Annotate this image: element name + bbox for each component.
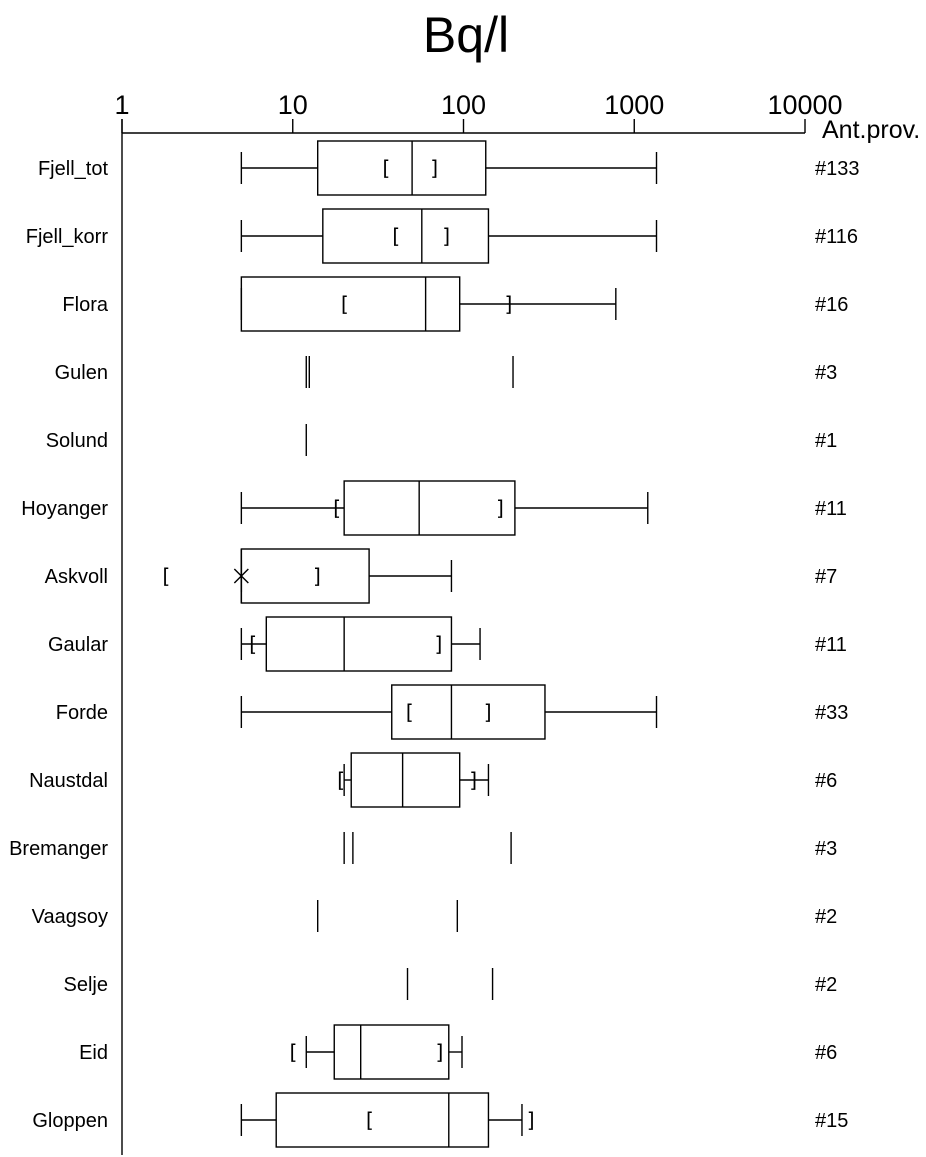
sample-count: #133 — [815, 158, 860, 180]
sample-count: #2 — [815, 974, 837, 996]
iqr-box — [333, 1024, 450, 1080]
x-tick-label: 10000 — [767, 90, 842, 120]
iqr-box — [343, 480, 516, 536]
category-row: Forde #33 [] — [56, 684, 848, 740]
iqr-box — [322, 208, 490, 264]
category-row: Eid #6 [] — [79, 1024, 837, 1080]
iqr-box — [391, 684, 546, 740]
category-row: Naustdal #6 [] — [29, 752, 837, 808]
x-tick-label: 1000 — [604, 90, 664, 120]
category-row: Askvoll #7 [] — [45, 548, 837, 604]
chart-title: Bq/l — [423, 7, 509, 63]
iqr-box — [350, 752, 461, 808]
sample-count: #16 — [815, 294, 848, 316]
ci-bracket-high: ] — [434, 1040, 446, 1064]
sample-count: #11 — [815, 634, 847, 656]
category-row: Gulen #3 — [55, 356, 837, 388]
category-label: Naustdal — [29, 770, 108, 792]
category-row: Selje #2 — [64, 968, 837, 1000]
category-row: Solund #1 — [46, 424, 837, 456]
sample-count: #2 — [815, 906, 837, 928]
axes — [121, 119, 805, 1155]
iqr-box — [240, 548, 370, 604]
x-tick-label: 1 — [114, 90, 129, 120]
x-tick-label: 10 — [278, 90, 308, 120]
ci-bracket-low: [ — [334, 768, 346, 792]
category-row: Gloppen #15 [] — [32, 1092, 848, 1148]
x-axis-ticks: 1 10 100 1000 10000 — [114, 90, 843, 133]
sample-count: #6 — [815, 770, 837, 792]
category-rows: Fjell_tot #133 [] Fjell_korr #116 [] Flora #16 [… — [9, 140, 860, 1148]
category-label: Gaular — [48, 634, 108, 656]
category-row: Fjell_tot #133 [] — [38, 140, 860, 196]
category-label: Askvoll — [45, 566, 108, 588]
ci-bracket-low: [ — [160, 564, 172, 588]
ci-bracket-low: [ — [390, 224, 402, 248]
iqr-box — [265, 616, 453, 672]
category-label: Flora — [62, 294, 108, 316]
category-label: Eid — [79, 1042, 108, 1064]
ci-bracket-high: ] — [441, 224, 453, 248]
category-label: Gulen — [55, 362, 108, 384]
category-label: Fjell_korr — [26, 226, 109, 248]
sample-count: #11 — [815, 498, 847, 520]
count-header: Ant.prov. — [822, 116, 920, 144]
ci-bracket-high: ] — [433, 632, 445, 656]
iqr-box — [275, 1092, 490, 1148]
category-label: Hoyanger — [21, 498, 108, 520]
ci-bracket-high: ] — [482, 700, 494, 724]
sample-count: #6 — [815, 1042, 837, 1064]
sample-count: #3 — [815, 838, 837, 860]
category-row: Hoyanger #11 [] — [21, 480, 847, 536]
sample-count: #3 — [815, 362, 837, 384]
sample-count: #15 — [815, 1110, 848, 1132]
sample-count: #116 — [815, 226, 858, 248]
category-label: Forde — [56, 702, 108, 724]
ci-bracket-high: ] — [429, 156, 441, 180]
ci-bracket-low: [ — [330, 496, 342, 520]
category-label: Gloppen — [32, 1110, 108, 1132]
ci-bracket-high: ] — [525, 1108, 537, 1132]
ci-bracket-high: ] — [468, 768, 480, 792]
ci-bracket-high: ] — [503, 292, 515, 316]
category-label: Fjell_tot — [38, 158, 108, 180]
category-label: Vaagsoy — [32, 906, 108, 928]
sample-count: #7 — [815, 566, 837, 588]
ci-bracket-low: [ — [403, 700, 415, 724]
outlier-mark — [233, 568, 249, 584]
category-row: Gaular #11 [] — [48, 616, 847, 672]
category-label: Selje — [64, 974, 108, 996]
ci-bracket-high: ] — [495, 496, 507, 520]
sample-count: #1 — [815, 430, 837, 452]
ci-bracket-low: [ — [380, 156, 392, 180]
category-row: Flora #16 [] — [62, 276, 848, 332]
iqr-box — [240, 276, 461, 332]
ci-bracket-low: [ — [338, 292, 350, 316]
ci-bracket-low: [ — [287, 1040, 299, 1064]
x-tick-label: 100 — [441, 90, 486, 120]
iqr-box — [317, 140, 487, 196]
category-row: Vaagsoy #2 — [32, 900, 837, 932]
category-row: Fjell_korr #116 [] — [26, 208, 858, 264]
ci-bracket-low: [ — [246, 632, 258, 656]
category-label: Solund — [46, 430, 108, 452]
ci-bracket-low: [ — [363, 1108, 375, 1132]
sample-count: #33 — [815, 702, 848, 724]
ci-bracket-high: ] — [312, 564, 324, 588]
category-row: Bremanger #3 — [9, 832, 837, 864]
category-label: Bremanger — [9, 838, 108, 860]
